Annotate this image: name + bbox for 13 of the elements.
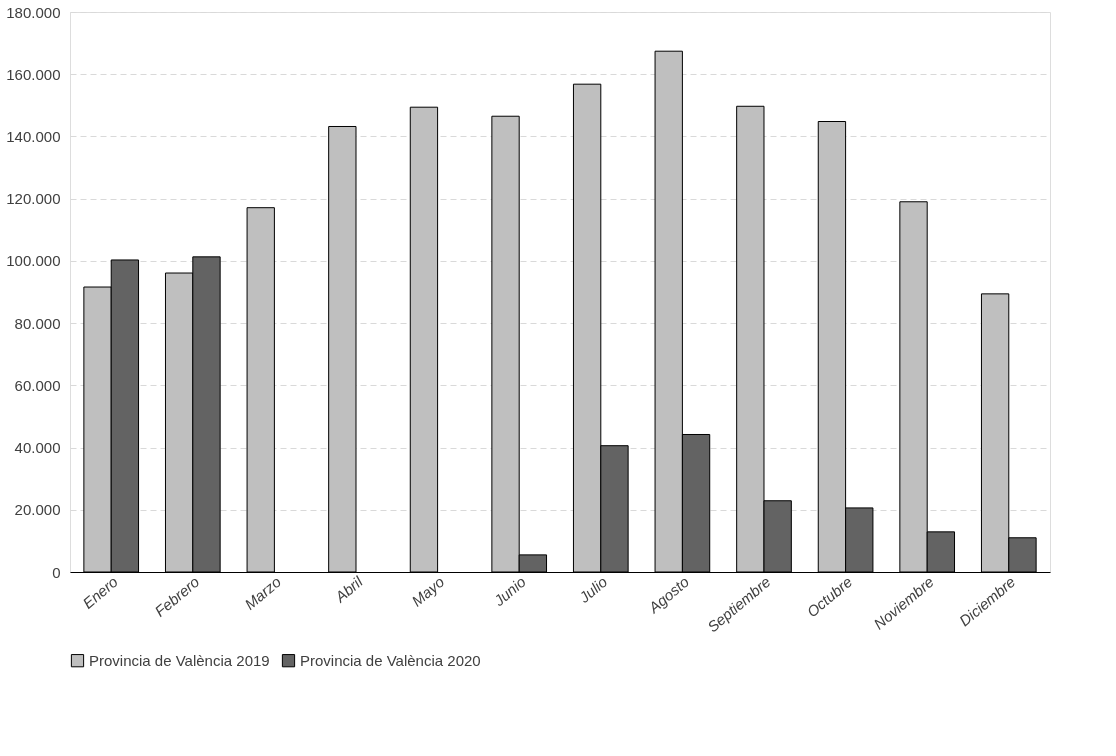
y-tick-label: 40.000 <box>14 439 61 457</box>
y-tick-label: 0 <box>52 563 61 581</box>
legend-label: Provincia de València 2019 <box>89 651 270 669</box>
y-tick-label: 80.000 <box>14 314 61 332</box>
y-tick-label: 120.000 <box>6 190 61 208</box>
y-tick-label: 160.000 <box>6 65 61 83</box>
y-tick-label: 140.000 <box>6 127 61 145</box>
legend-label: Provincia de València 2020 <box>300 651 481 669</box>
y-tick-label: 180.000 <box>6 3 61 21</box>
y-tick-label: 100.000 <box>6 252 61 270</box>
x-tick-label: Julio <box>575 572 611 607</box>
y-tick-label: 60.000 <box>14 376 61 394</box>
y-tick-label: 20.000 <box>14 501 61 519</box>
